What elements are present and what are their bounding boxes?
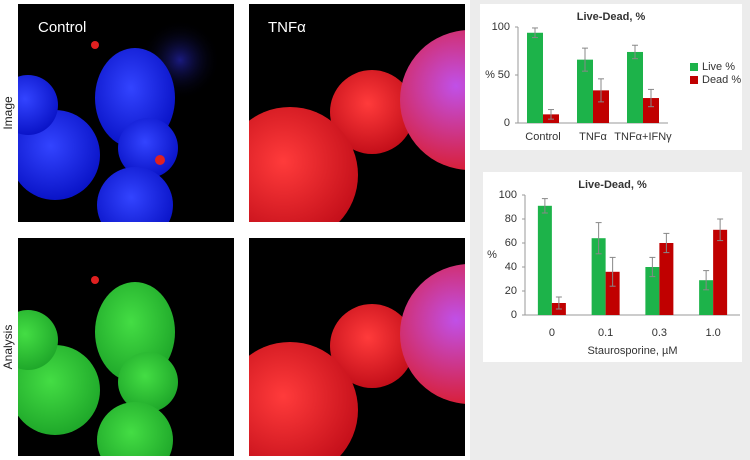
x-tick-label: Control <box>525 131 560 143</box>
error-bar <box>632 44 638 60</box>
x-tick-label: TNFα <box>579 131 607 143</box>
legend-swatch <box>690 76 698 84</box>
bar <box>591 238 606 315</box>
y-tick-label: 0 <box>511 309 517 321</box>
chart-title: Live-Dead, % <box>577 11 646 23</box>
bar <box>645 267 660 315</box>
y-axis-label: % <box>487 249 497 261</box>
error-bar <box>555 296 562 310</box>
image-control <box>18 4 234 222</box>
y-tick-label: 80 <box>505 213 517 225</box>
y-tick-label: 60 <box>505 237 517 249</box>
image-tnf <box>249 4 465 222</box>
error-bar <box>609 256 616 287</box>
x-tick-label: 1.0 <box>705 327 720 339</box>
legend-label: Live % <box>702 61 735 73</box>
row-label: Analysis <box>1 325 15 370</box>
error-bar <box>548 109 554 120</box>
error-bar <box>595 222 602 255</box>
y-tick-label: 50 <box>498 69 510 81</box>
bar <box>659 243 674 315</box>
chart-title: Live-Dead, % <box>578 179 647 191</box>
error-bar <box>532 27 538 39</box>
bar <box>593 90 609 123</box>
error-bar <box>582 47 588 72</box>
x-axis-label: Staurosporine, µM <box>587 345 677 357</box>
error-bar <box>598 78 604 103</box>
legend-label: Dead % <box>702 74 741 86</box>
analysis-control <box>18 238 234 456</box>
y-axis-label: % <box>485 69 495 81</box>
error-bar <box>703 270 710 291</box>
y-tick-label: 100 <box>492 21 510 33</box>
column-label: TNFα <box>268 19 306 36</box>
row-label: Image <box>1 96 15 130</box>
column-label: Control <box>38 19 86 36</box>
error-bar <box>648 88 654 108</box>
chart-panel <box>480 4 742 150</box>
y-tick-label: 100 <box>499 189 517 201</box>
x-tick-label: 0.1 <box>598 327 613 339</box>
legend-swatch <box>690 63 698 71</box>
x-tick-label: 0.3 <box>652 327 667 339</box>
bar <box>713 229 728 315</box>
bar <box>643 98 659 123</box>
error-bar <box>649 256 656 278</box>
x-tick-label: 0 <box>549 327 555 339</box>
error-bar <box>541 198 548 214</box>
x-tick-label: TNFα+IFNγ <box>614 131 672 143</box>
bar <box>627 51 643 123</box>
bar <box>699 280 714 315</box>
y-tick-label: 20 <box>505 285 517 297</box>
bar <box>527 32 543 124</box>
bar <box>537 205 552 315</box>
bar <box>605 271 620 315</box>
bar <box>577 59 593 123</box>
analysis-tnf <box>249 238 465 456</box>
error-bar <box>717 218 724 242</box>
error-bar <box>663 232 670 254</box>
y-tick-label: 0 <box>504 117 510 129</box>
y-tick-label: 40 <box>505 261 517 273</box>
